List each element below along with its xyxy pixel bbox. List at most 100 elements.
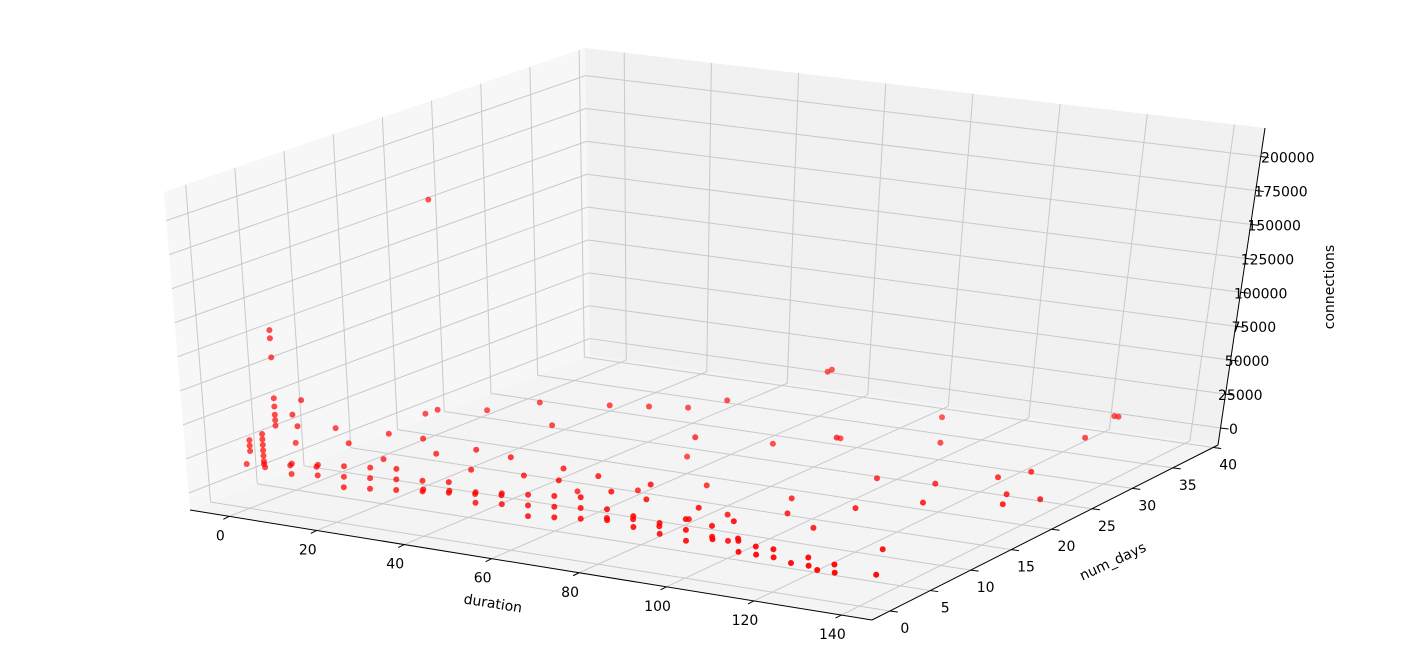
- data-point: [682, 526, 689, 533]
- x-tick-label: 0: [216, 528, 225, 544]
- data-point: [270, 395, 277, 402]
- data-point: [549, 422, 556, 429]
- data-point: [770, 554, 777, 561]
- data-point: [647, 481, 654, 488]
- data-point: [422, 410, 429, 417]
- data-point: [784, 510, 791, 517]
- data-point: [656, 530, 663, 537]
- data-point: [472, 499, 479, 506]
- z-tick-mark: [1245, 257, 1254, 260]
- data-point: [810, 524, 817, 531]
- data-point: [260, 458, 267, 465]
- data-point: [259, 441, 266, 448]
- data-point: [682, 516, 689, 523]
- x-axis-title: duration: [462, 591, 523, 616]
- y-tick-mark: [930, 590, 939, 593]
- data-point: [445, 479, 452, 486]
- gridline-z-left: [185, 305, 590, 460]
- gridline-y-left: [185, 184, 212, 503]
- data-point: [873, 571, 880, 578]
- x-tick-mark: [310, 530, 318, 534]
- data-point: [272, 422, 279, 429]
- y-tick-label: 40: [1219, 457, 1237, 473]
- data-point: [831, 561, 838, 568]
- data-point: [266, 327, 273, 334]
- gridline-z-left: [177, 206, 588, 358]
- x-tick-label: 60: [474, 571, 492, 587]
- data-point: [724, 397, 731, 404]
- data-point: [345, 440, 352, 447]
- data-point: [735, 537, 742, 544]
- gridline-z-back: [589, 305, 1226, 395]
- y-axis-title: num_days: [1077, 540, 1149, 585]
- data-point: [604, 506, 610, 513]
- gridline-y-left: [431, 100, 445, 412]
- x-tick-mark: [747, 600, 755, 605]
- data-point: [874, 475, 880, 482]
- data-point: [385, 430, 392, 437]
- y-tick-mark: [1213, 446, 1222, 449]
- gridline-y-floor: [210, 501, 890, 612]
- y-tick-label: 25: [1098, 519, 1116, 535]
- y-tick-label: 0: [900, 621, 909, 637]
- gridline-z-back: [586, 173, 1246, 259]
- y-tick-label: 20: [1058, 539, 1076, 555]
- data-point: [468, 466, 475, 473]
- gridline-x-back: [786, 73, 800, 384]
- gridline-z-left: [166, 75, 586, 222]
- data-point: [340, 473, 347, 480]
- gridline-x-back: [623, 52, 627, 361]
- data-point: [828, 366, 835, 373]
- data-point: [525, 491, 532, 498]
- y-tick-label: 10: [977, 580, 995, 596]
- gridline-z-left: [168, 108, 587, 256]
- y-tick-mark: [1051, 528, 1060, 531]
- y-tick-label: 30: [1138, 498, 1156, 514]
- x-tick-label: 140: [819, 627, 846, 643]
- data-point: [433, 450, 440, 457]
- data-point: [445, 489, 452, 496]
- gridline-y-floor: [584, 356, 1214, 448]
- data-point: [788, 495, 795, 502]
- data-point: [788, 560, 794, 566]
- y-tick-label: 15: [1017, 560, 1035, 576]
- gridline-y-left: [234, 167, 258, 484]
- y-tick-mark: [889, 610, 898, 613]
- z-tick-label: 50000: [1225, 354, 1270, 370]
- data-point: [574, 488, 581, 495]
- data-point: [1037, 496, 1044, 503]
- z-axis-title: connections: [1322, 245, 1338, 329]
- gridline-y-floor: [490, 392, 1133, 489]
- y-tick-label: 35: [1179, 478, 1197, 494]
- x-tick-mark: [397, 544, 405, 548]
- data-point: [367, 464, 374, 471]
- data-point: [805, 562, 812, 569]
- data-point: [604, 517, 611, 524]
- z-tick-mark: [1260, 156, 1269, 159]
- data-point: [341, 463, 347, 470]
- data-point: [271, 411, 278, 418]
- gridline-x-back: [1108, 114, 1148, 430]
- data-point: [646, 403, 652, 410]
- data-point: [709, 522, 715, 529]
- data-point: [999, 501, 1006, 508]
- data-point: [703, 482, 710, 489]
- data-point: [805, 554, 812, 561]
- data-point: [246, 437, 253, 444]
- data-point: [634, 487, 641, 494]
- gridline-z-back: [588, 239, 1236, 327]
- z-tick-label: 25000: [1218, 388, 1263, 404]
- data-point: [367, 485, 373, 492]
- gridline-y-left: [283, 150, 305, 466]
- x-tick-label: 40: [386, 557, 404, 573]
- data-point: [920, 499, 926, 506]
- gridline-z-back: [585, 75, 1261, 158]
- back-pane: [585, 48, 1265, 445]
- gridline-y-left: [332, 134, 352, 448]
- data-point: [259, 436, 266, 443]
- data-point: [520, 472, 527, 479]
- z-tick-label: 175000: [1254, 184, 1307, 200]
- gridline-z-back: [589, 338, 1221, 429]
- gridline-x-back: [1189, 124, 1235, 442]
- x-tick-mark: [660, 586, 667, 591]
